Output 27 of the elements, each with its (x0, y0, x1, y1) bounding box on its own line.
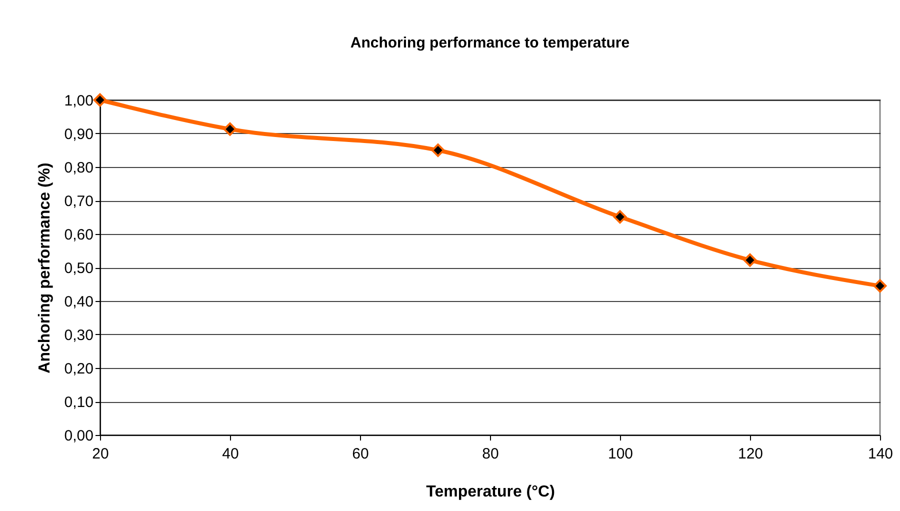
y-tick-label: 0,80 (64, 160, 94, 176)
point (743, 253, 757, 267)
y-tick-label: 0,50 (64, 260, 94, 277)
x-tick-label: 20 (92, 446, 109, 462)
x-tick-label: 100 (608, 446, 634, 462)
x-tick-label: 140 (868, 446, 894, 462)
chart-title: Anchoring performance to temperature (350, 34, 630, 52)
y-tick-label: 0,60 (64, 226, 94, 244)
point (873, 279, 887, 293)
x-tick-label: 120 (738, 446, 764, 462)
x-tick-label: 60 (352, 446, 369, 462)
x-tick-label: 80 (482, 446, 499, 462)
y-tick-label: 0,70 (64, 193, 94, 210)
point (93, 93, 107, 107)
y-tick-label: 0,10 (64, 394, 94, 411)
y-tick-label: 1,00 (64, 92, 94, 110)
y-axis-title: Anchoring performance (%) (36, 162, 54, 374)
y-tick-label: 0,40 (64, 294, 94, 310)
x-tick-label: 40 (222, 446, 239, 462)
point (223, 122, 237, 136)
y-tick-label: 0,00 (64, 428, 94, 444)
x-axis-title: Temperature (°C) (426, 484, 555, 500)
y-tick-label: 0,30 (64, 327, 94, 344)
y-tick-label: 0,90 (64, 126, 94, 143)
point (613, 210, 627, 224)
y-tick-label: 0,20 (64, 360, 94, 378)
point (431, 144, 445, 157)
